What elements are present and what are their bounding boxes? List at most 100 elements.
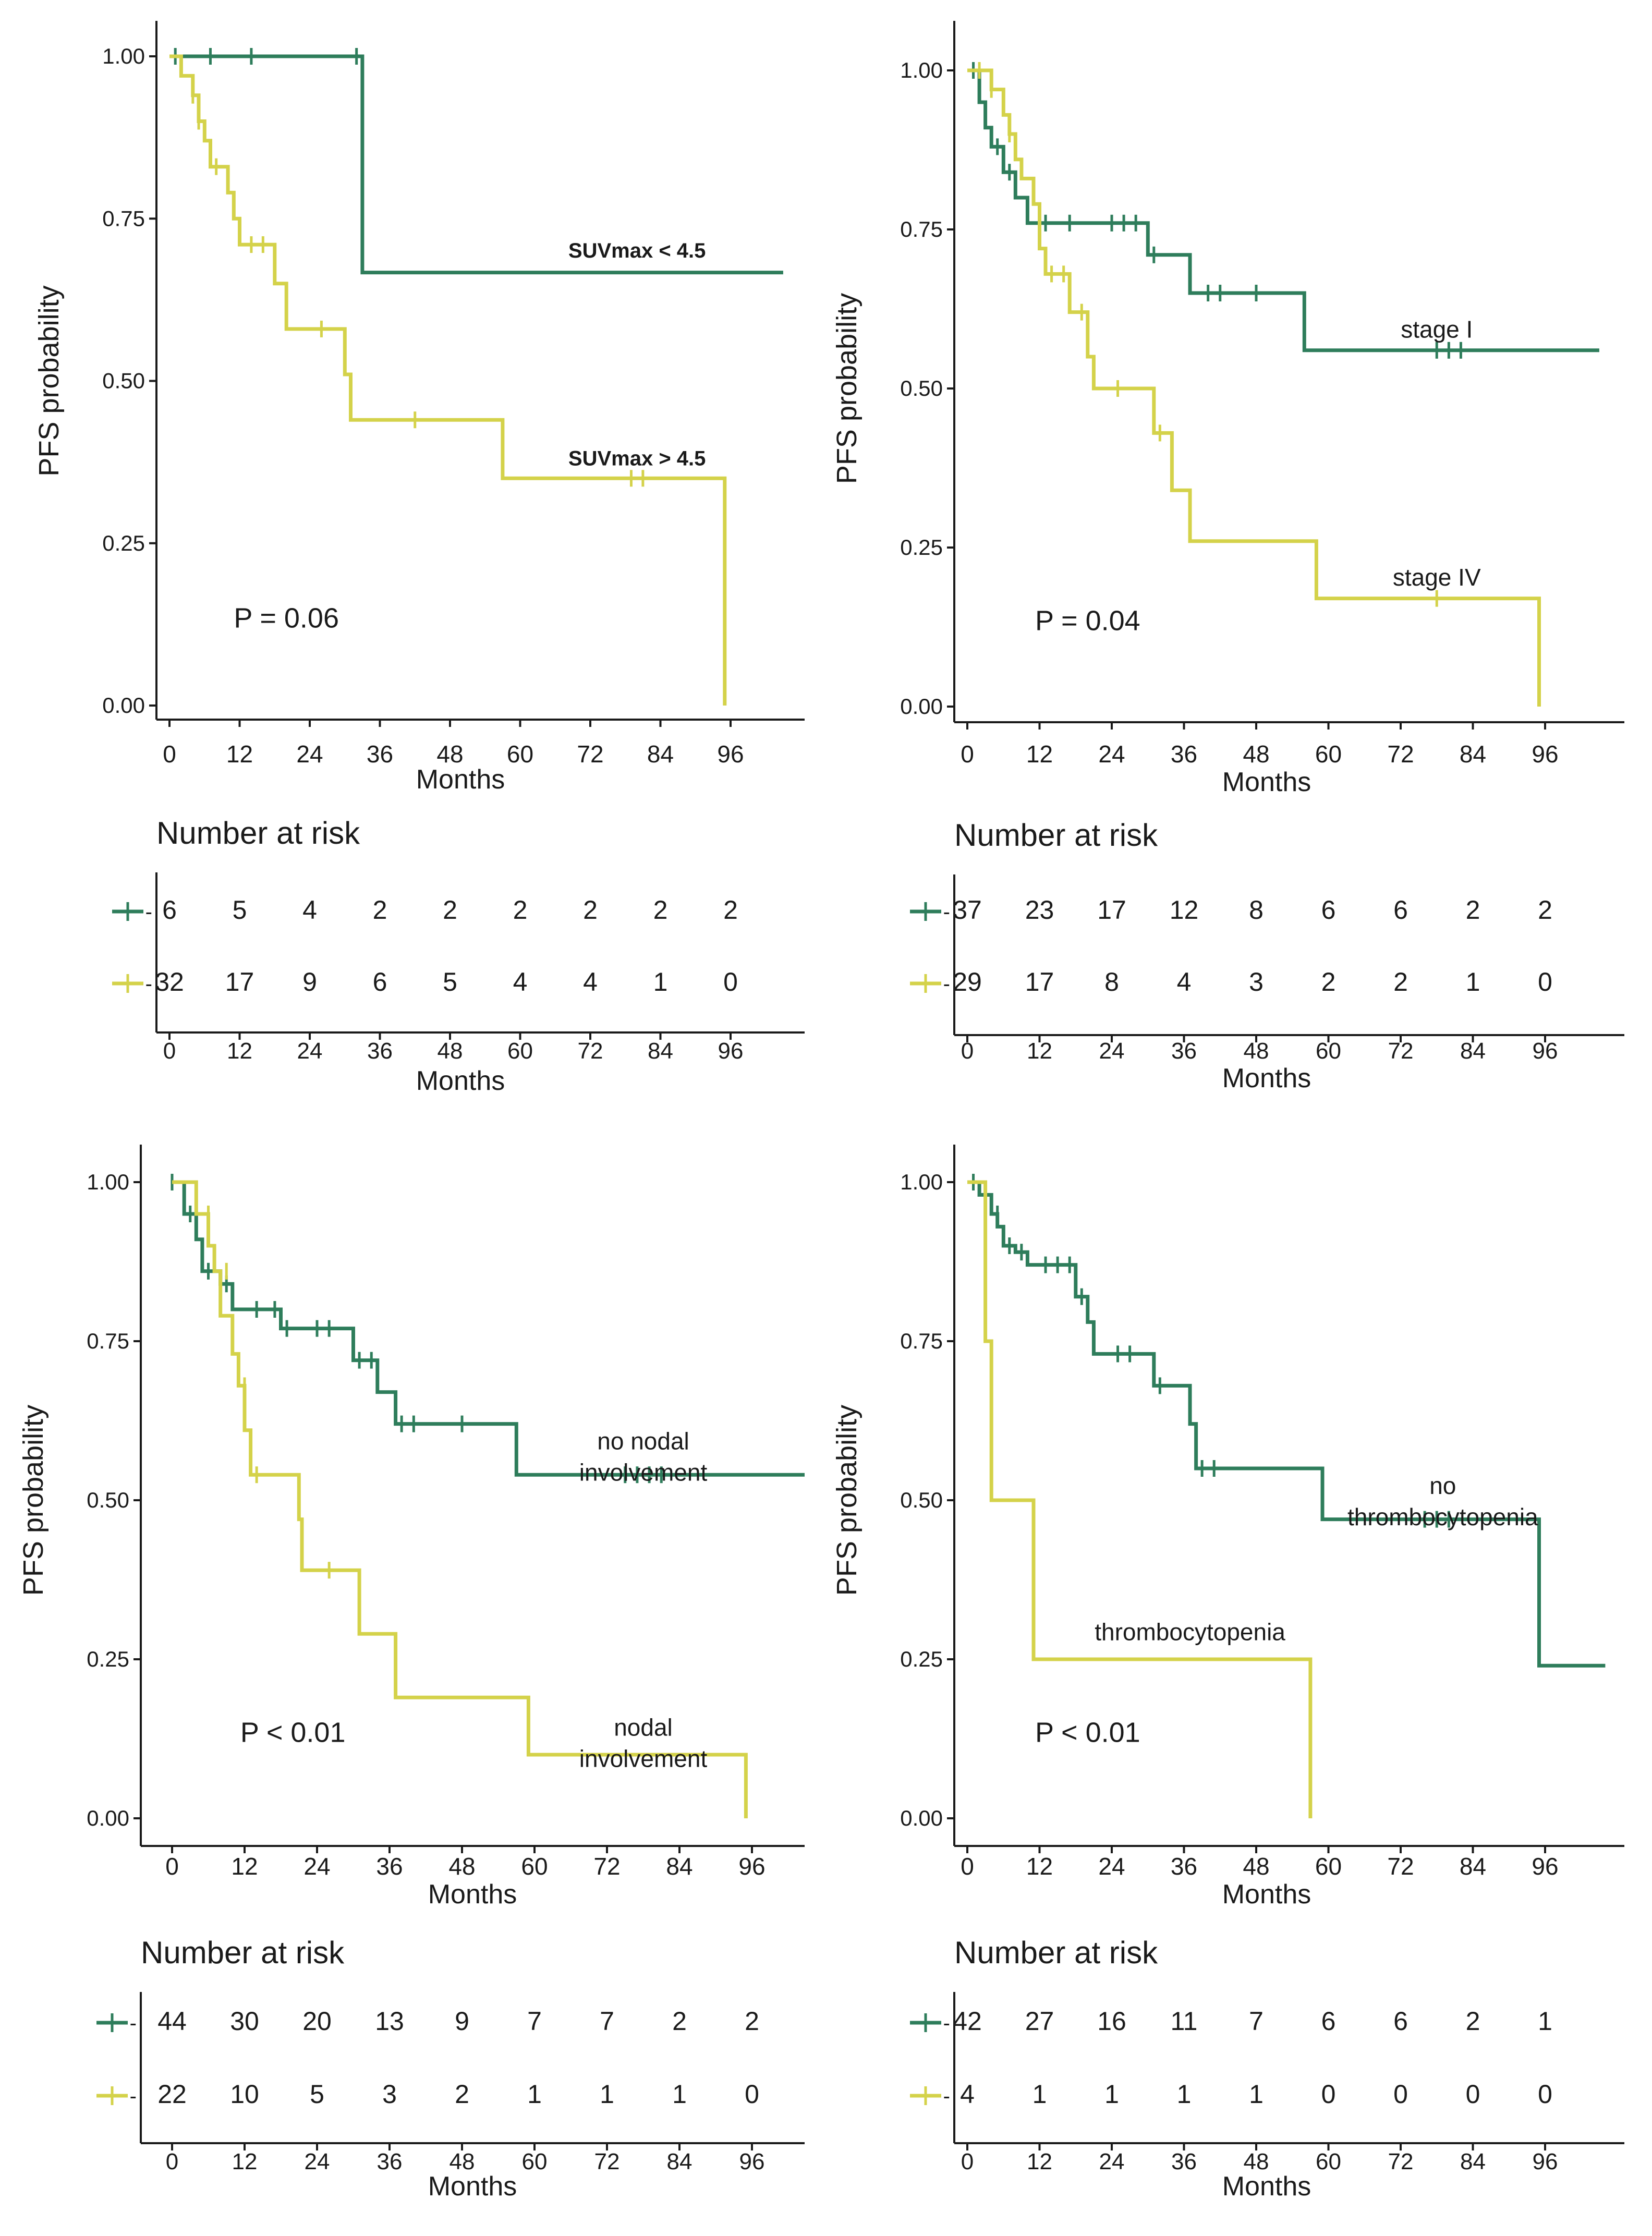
risk-count: 12 <box>1170 895 1199 925</box>
risk-x-tick-label: 84 <box>667 2149 693 2174</box>
x-tick-label: 60 <box>521 1853 548 1880</box>
x-tick-label: 12 <box>231 1853 258 1880</box>
risk-x-tick-label: 96 <box>718 1038 744 1064</box>
series-suvmax-4-5: SUVmax > 4.5 <box>169 54 727 706</box>
series-label: stage I <box>1401 315 1473 343</box>
x-tick-label: 36 <box>367 740 393 768</box>
risk-x-tick-label: 0 <box>163 1038 176 1064</box>
p-value: P = 0.04 <box>1035 605 1140 637</box>
y-axis-title: PFS probability <box>831 293 863 484</box>
y-tick-label: 0.00 <box>900 1806 943 1830</box>
risk-count: 2 <box>723 895 738 925</box>
risk-count: 3 <box>382 2080 397 2109</box>
risk-dash: - <box>943 2012 950 2035</box>
risk-count: 17 <box>1097 895 1126 925</box>
y-tick-label: 0.50 <box>87 1488 129 1512</box>
x-tick-label: 0 <box>961 740 974 768</box>
risk-x-tick-label: 12 <box>232 2149 258 2174</box>
risk-x-tick-label: 36 <box>1171 2149 1197 2174</box>
risk-count: 4 <box>513 967 528 997</box>
risk-count: 5 <box>443 967 457 997</box>
risk-count: 2 <box>583 895 598 925</box>
x-tick-label: 60 <box>1315 1853 1342 1880</box>
risk-x-tick-label: 72 <box>578 1038 603 1064</box>
risk-count: 0 <box>1538 967 1552 997</box>
risk-x-axis-title: Months <box>1222 1063 1311 1093</box>
x-tick-label: 84 <box>1460 740 1486 768</box>
risk-x-tick-label: 24 <box>297 1038 323 1064</box>
series-thrombocytopenia: thrombocytopenia <box>967 1180 1313 1818</box>
risk-x-tick-label: 12 <box>1027 1038 1052 1064</box>
risk-count: 7 <box>527 2007 542 2036</box>
x-tick-label: 48 <box>1243 1853 1269 1880</box>
series-no-thrombocytopenia: no thrombocytopenia <box>967 1174 1606 1668</box>
series-suvmax-4-5: SUVmax < 4.5 <box>169 48 783 275</box>
x-tick-label: 60 <box>507 740 533 768</box>
risk-count: 1 <box>1466 967 1480 997</box>
x-tick-label: 12 <box>226 740 253 768</box>
risk-count: 0 <box>723 967 738 997</box>
series-no-nodal-involvement: no nodal involvement <box>171 1174 805 1486</box>
km-curve <box>967 1180 1313 1818</box>
y-tick-label: 0.75 <box>102 206 145 230</box>
risk-count: 2 <box>1466 895 1480 925</box>
y-tick-label: 0.25 <box>900 535 943 560</box>
risk-count: 6 <box>1321 2007 1336 2036</box>
risk-count: 30 <box>230 2007 259 2036</box>
x-tick-label: 12 <box>1026 740 1053 768</box>
y-tick-label: 0.75 <box>87 1329 129 1353</box>
risk-count: 2 <box>513 895 528 925</box>
y-tick-label: 0.50 <box>102 369 145 393</box>
y-axis-title: PFS probability <box>33 285 65 476</box>
x-tick-label: 36 <box>1171 740 1197 768</box>
risk-count: 3 <box>1249 967 1264 997</box>
risk-count: 1 <box>600 2080 614 2109</box>
risk-table-title: Number at risk <box>156 816 360 850</box>
risk-count: 0 <box>745 2080 759 2109</box>
risk-count: 1 <box>527 2080 542 2109</box>
risk-count: 37 <box>953 895 982 925</box>
x-tick-label: 72 <box>1387 1853 1414 1880</box>
risk-x-tick-label: 60 <box>1316 1038 1341 1064</box>
risk-count: 6 <box>1393 2007 1408 2036</box>
x-tick-label: 24 <box>1098 740 1125 768</box>
y-tick-label: 0.00 <box>87 1806 129 1830</box>
risk-count: 8 <box>1249 895 1264 925</box>
risk-count: 9 <box>302 967 317 997</box>
km-curve <box>169 54 727 706</box>
x-tick-label: 0 <box>961 1853 974 1880</box>
y-tick-label: 0.50 <box>900 376 943 400</box>
risk-x-tick-label: 0 <box>961 1038 974 1064</box>
risk-count: 8 <box>1104 967 1119 997</box>
y-tick-label: 0.00 <box>900 694 943 719</box>
km-curve <box>169 54 783 275</box>
y-tick-label: 0.75 <box>900 217 943 241</box>
risk-count: 5 <box>310 2080 324 2109</box>
risk-count: 16 <box>1097 2007 1126 2036</box>
x-tick-label: 48 <box>1243 740 1269 768</box>
risk-count: 4 <box>302 895 317 925</box>
x-tick-label: 72 <box>577 740 603 768</box>
risk-x-tick-label: 72 <box>1388 1038 1414 1064</box>
y-tick-label: 1.00 <box>900 58 943 82</box>
x-axis-title: Months <box>428 1879 517 1910</box>
risk-x-tick-label: 96 <box>739 2149 765 2174</box>
x-tick-label: 96 <box>738 1853 765 1880</box>
risk-count: 2 <box>672 2007 687 2036</box>
y-tick-label: 1.00 <box>87 1170 129 1194</box>
risk-dash: - <box>943 973 950 995</box>
x-tick-label: 84 <box>666 1853 693 1880</box>
km-panel-stage: 0.000.250.500.751.000 12 24 36 48 60 72 84 96Mon… <box>831 21 1624 1093</box>
risk-count: 1 <box>653 967 668 997</box>
series-label: stage IV <box>1393 564 1481 591</box>
y-tick-label: 1.00 <box>102 44 145 68</box>
risk-x-tick-label: 60 <box>522 2149 548 2174</box>
y-tick-label: 0.25 <box>102 531 145 555</box>
risk-x-axis-title: Months <box>1222 2171 1311 2202</box>
risk-x-tick-label: 96 <box>1533 2149 1558 2174</box>
risk-count: 17 <box>225 967 254 997</box>
risk-count: 7 <box>600 2007 614 2036</box>
risk-count: 6 <box>1393 895 1408 925</box>
risk-table-title: Number at risk <box>954 818 1158 853</box>
risk-count: 2 <box>1538 895 1552 925</box>
